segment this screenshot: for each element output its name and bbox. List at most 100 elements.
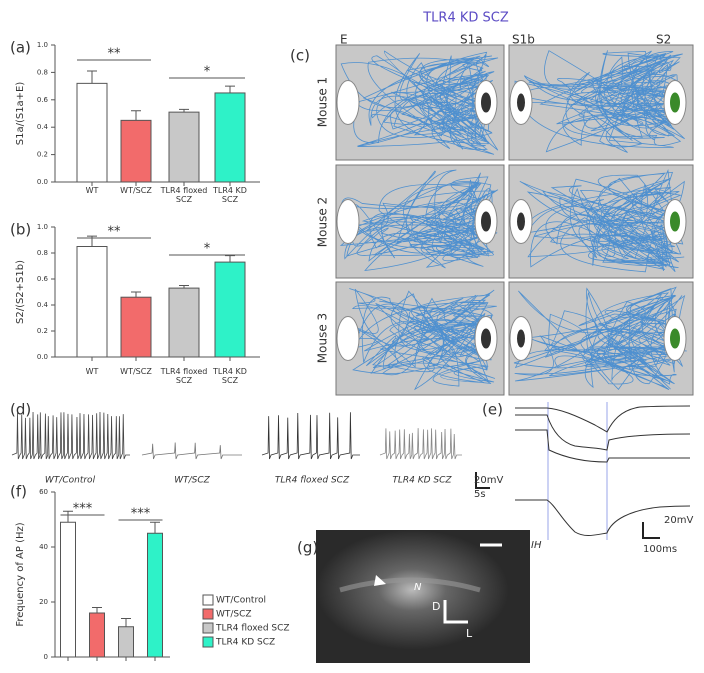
y-axis-label: S2/(S2+S1b) bbox=[15, 260, 26, 324]
x-tick-label-box: WT bbox=[85, 186, 99, 195]
y-tick-label: 0.4 bbox=[37, 123, 49, 131]
x-tick-label-box: WT/SCZ bbox=[120, 186, 152, 195]
track bbox=[519, 169, 685, 273]
significance: * bbox=[204, 242, 211, 257]
y-tick-label: 20 bbox=[39, 598, 48, 606]
bar bbox=[89, 612, 105, 658]
legend-swatch bbox=[202, 636, 214, 648]
error-bar bbox=[179, 108, 189, 113]
panel-label: (f) bbox=[10, 483, 27, 501]
bar bbox=[214, 92, 246, 183]
axis-label: L bbox=[466, 627, 473, 640]
column-label: S1a bbox=[460, 33, 483, 47]
track bbox=[344, 288, 497, 391]
micrograph bbox=[316, 530, 530, 663]
x-tick-label-box: TLR4 floxed SCZ bbox=[160, 186, 208, 204]
x-tick-label: TLR4 KD SCZ bbox=[213, 186, 247, 204]
current-label: IH bbox=[531, 540, 542, 551]
error-bar bbox=[63, 510, 73, 523]
mouse-icon bbox=[517, 93, 525, 112]
bar bbox=[118, 626, 134, 658]
scale-label: 20mV bbox=[474, 475, 503, 486]
x-tick-label-box: TLR4 KD SCZ bbox=[213, 367, 247, 385]
y-tick-label: 0.6 bbox=[37, 96, 49, 104]
trace-label: WT/SCZ bbox=[174, 476, 210, 486]
column-label: E bbox=[340, 33, 348, 47]
scale-label: 20mV bbox=[664, 515, 693, 526]
significance: ** bbox=[108, 225, 122, 240]
mouse-icon bbox=[517, 212, 525, 231]
mouse-icon bbox=[670, 92, 680, 113]
x-tick-label: WT bbox=[85, 367, 99, 376]
voltage-trace bbox=[141, 442, 242, 460]
scale-label: 100ms bbox=[643, 544, 677, 555]
x-tick-label: WT/SCZ bbox=[120, 367, 152, 376]
y-tick-label: 0.2 bbox=[37, 327, 48, 335]
error-bar bbox=[92, 607, 102, 613]
scale-bar bbox=[642, 522, 660, 539]
trace-label: WT/Control bbox=[45, 476, 96, 486]
row-label: Mouse 2 bbox=[316, 197, 330, 247]
mouse-icon bbox=[517, 329, 525, 348]
bar bbox=[147, 532, 163, 658]
scale-label: 5s bbox=[474, 489, 486, 500]
bar bbox=[76, 82, 108, 183]
x-tick-label: TLR4 KD SCZ bbox=[213, 367, 247, 385]
bar bbox=[120, 119, 152, 183]
target-zone bbox=[336, 199, 360, 244]
x-tick-label: WT bbox=[85, 186, 99, 195]
error-bar bbox=[179, 285, 189, 289]
error-bar bbox=[131, 291, 141, 298]
legend-swatch bbox=[202, 608, 214, 620]
legend-swatch bbox=[202, 622, 214, 634]
error-bar bbox=[150, 521, 160, 534]
mouse-icon bbox=[481, 328, 491, 349]
y-tick-label: 0.0 bbox=[37, 353, 48, 361]
significance: ** bbox=[108, 47, 122, 62]
x-tick-label-box: TLR4 KD SCZ bbox=[213, 186, 247, 204]
panel-label: (b) bbox=[10, 221, 31, 239]
legend-label: TLR4 floxed SCZ bbox=[215, 624, 290, 634]
y-axis-label: Frequency of AP (Hz) bbox=[15, 522, 26, 626]
y-tick-label: 0.2 bbox=[37, 151, 48, 159]
voltage-trace bbox=[11, 412, 130, 460]
y-tick-label: 0.6 bbox=[37, 275, 49, 283]
voltage-trace bbox=[379, 428, 462, 460]
legend-label: WT/Control bbox=[216, 596, 266, 606]
bar bbox=[168, 111, 200, 183]
mouse-icon bbox=[481, 92, 491, 113]
track bbox=[339, 169, 499, 272]
significance: *** bbox=[73, 502, 93, 517]
bar bbox=[60, 521, 76, 658]
structure-label: N bbox=[414, 582, 422, 593]
error-bar bbox=[131, 110, 141, 121]
x-tick-label-box: TLR4 floxed SCZ bbox=[161, 367, 208, 385]
mouse-icon bbox=[481, 211, 491, 232]
y-tick-label: 60 bbox=[39, 488, 48, 496]
column-label: S2 bbox=[656, 33, 671, 47]
error-bar bbox=[87, 70, 97, 84]
column-label: S1b bbox=[512, 33, 535, 47]
legend-swatch bbox=[202, 594, 214, 606]
x-tick-label-box: WT bbox=[85, 367, 99, 376]
row-label: Mouse 1 bbox=[316, 77, 330, 127]
x-tick-label: TLR4 floxed SCZ bbox=[160, 186, 208, 204]
bar bbox=[168, 287, 200, 358]
panel-label: (g) bbox=[297, 539, 318, 557]
significance: * bbox=[204, 65, 211, 80]
trace-label: TLR4 KD SCZ bbox=[392, 476, 452, 486]
trace-label: TLR4 floxed SCZ bbox=[275, 476, 350, 486]
target-zone bbox=[336, 80, 360, 125]
arrowhead bbox=[374, 575, 386, 586]
target-zone bbox=[336, 316, 360, 361]
axis-label: D bbox=[432, 600, 440, 613]
panel-label: (a) bbox=[10, 39, 31, 57]
x-tick-label-box: WT/SCZ bbox=[120, 367, 152, 376]
panel-label: (c) bbox=[290, 47, 310, 65]
bar bbox=[76, 246, 108, 358]
panel-label: (e) bbox=[482, 401, 503, 419]
track bbox=[340, 50, 499, 155]
y-tick-label: 0.4 bbox=[37, 301, 49, 309]
